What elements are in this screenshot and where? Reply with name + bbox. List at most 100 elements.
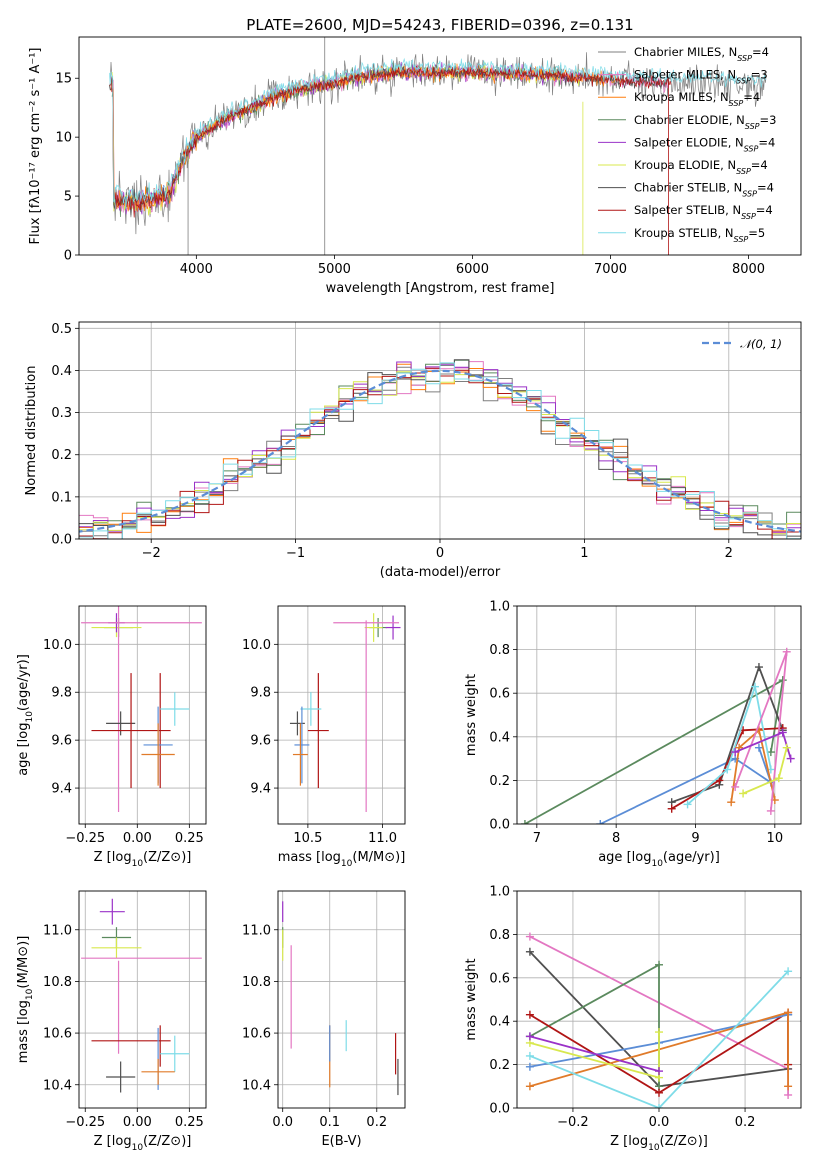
legend-count: =4 xyxy=(751,158,768,172)
x-tick-label: 1 xyxy=(580,546,588,561)
y-axis-label: Flux [fλ10⁻¹⁷ erg cm⁻² s⁻¹ A⁻¹] xyxy=(28,48,43,245)
label-part: (M/M⊙)] xyxy=(16,936,31,989)
x-tick-label: 11.0 xyxy=(368,831,397,846)
label-sub: 10 xyxy=(25,988,35,1000)
y-tick-label: 10.8 xyxy=(43,975,72,990)
y-tick-label: 10.4 xyxy=(242,1078,271,1093)
legend-count: =3 xyxy=(751,68,768,82)
axes-frame xyxy=(78,890,207,1109)
x-axis-label: (data-model)/error xyxy=(380,565,501,580)
legend-entry: Chabrier MILES, NSSP=4 xyxy=(634,45,769,63)
x-axis-label: E(B-V) xyxy=(321,1134,361,1149)
y-tick-label: 9.6 xyxy=(250,734,271,749)
y-axis-label: age [log10(age/yr)] xyxy=(16,654,35,776)
x-tick-label: 0.1 xyxy=(319,1115,340,1130)
axes-frame xyxy=(78,36,802,256)
x-tick-label: 7000 xyxy=(594,262,627,277)
weight-marker xyxy=(723,765,732,774)
x-tick-label: 2 xyxy=(725,546,733,561)
axes-frame xyxy=(277,890,406,1109)
x-axis-label: mass [log10(M/M⊙)] xyxy=(278,850,406,869)
y-tick-label: 0.0 xyxy=(489,818,510,833)
legend-count: =4 xyxy=(757,181,774,195)
errorbar-point xyxy=(307,673,329,789)
label-part: log xyxy=(112,850,132,865)
x-tick-label: 6000 xyxy=(456,262,489,277)
label-part: log xyxy=(16,723,31,743)
y-tick-label: 15 xyxy=(55,72,72,87)
x-tick-label: 8000 xyxy=(732,262,765,277)
label-part: Z [ xyxy=(94,1134,112,1149)
legend-sub: SSP xyxy=(742,189,757,198)
panel-weight_vs_Z: −0.2 0.0 0.2 0.0 0.2 0.4 0.6 0.8 1.0 Z [log10(Z/Z… xyxy=(464,885,802,1153)
errorbar-point xyxy=(141,1058,175,1085)
legend-entry: Kroupa STELIB, NSSP=5 xyxy=(634,226,765,244)
y-tick-label: 0.8 xyxy=(489,928,510,943)
legend-entry: Kroupa MILES, NSSP=4 xyxy=(634,90,760,108)
x-tick-label: 0 xyxy=(436,546,444,561)
label-part: log xyxy=(628,1134,648,1149)
x-tick-label: 0.0 xyxy=(272,1115,293,1130)
panel-mass_vs_EBV: 0.0 0.1 0.2 10.4 10.6 10.8 11.0 E(B-V) xyxy=(242,890,406,1149)
legend-text: Kroupa STELIB, N xyxy=(634,226,734,240)
errorbar-point xyxy=(141,723,175,786)
legend-sub: SSP xyxy=(736,76,751,85)
y-tick-label: 10.0 xyxy=(242,638,271,653)
panel-residuals: −2 −1 0 1 2 0.0 0.1 0.2 0.3 0.4 0.5 (data-model)/er… xyxy=(24,321,802,580)
panel-spectrum: 4000 5000 6000 7000 8000 0 5 10 15 wavelength [An… xyxy=(28,36,802,296)
label-part: (M/M⊙)] xyxy=(352,850,405,865)
x-tick-label: 0.25 xyxy=(175,1115,204,1130)
errorbar-point xyxy=(91,937,142,959)
legend-sub: SSP xyxy=(741,212,756,221)
y-tick-label: 10.4 xyxy=(43,1078,72,1093)
y-axis-label: mass weight xyxy=(464,674,479,756)
weight-marker xyxy=(784,967,793,976)
weight-marker xyxy=(525,1010,534,1019)
weight-marker xyxy=(667,804,676,813)
x-tick-label: 0.2 xyxy=(735,1115,756,1130)
weight-marker xyxy=(782,743,791,752)
label-part: log xyxy=(632,850,652,865)
legend-sub: SSP xyxy=(745,121,760,130)
weight-marker xyxy=(525,1082,534,1091)
data-layer xyxy=(109,37,767,255)
errorbar-point xyxy=(160,1035,190,1072)
figure-title: PLATE=2600, MJD=54243, FIBERID=0396, z=0… xyxy=(246,16,633,34)
weight-marker xyxy=(786,754,795,763)
errorbar-point xyxy=(294,706,310,784)
label-sub: 10 xyxy=(648,1143,660,1153)
weight-marker xyxy=(778,728,787,737)
weight-marker xyxy=(731,748,740,757)
data-layer xyxy=(525,932,793,1108)
weight-marker xyxy=(782,647,791,656)
label-part: mass [ xyxy=(278,850,321,865)
errorbar-point xyxy=(364,613,383,642)
y-tick-label: 0.6 xyxy=(489,687,510,702)
legend-entry: Salpeter ELODIE, NSSP=4 xyxy=(634,135,775,153)
weight-marker xyxy=(754,663,763,672)
legend-text: Salpeter ELODIE, N xyxy=(634,135,744,149)
legend-entry: Kroupa ELODIE, NSSP=4 xyxy=(634,158,768,176)
y-tick-label: 0.3 xyxy=(51,406,72,421)
y-tick-label: 0.2 xyxy=(489,1058,510,1073)
label-part: (Z/Z⊙)] xyxy=(143,1134,191,1149)
weight-marker xyxy=(784,1008,793,1017)
legend-text: Salpeter STELIB, N xyxy=(634,203,741,217)
data-layer xyxy=(81,606,202,813)
weight-marker xyxy=(525,932,534,941)
normal-curve xyxy=(79,369,801,533)
plot-area xyxy=(79,891,206,1108)
x-tick-label: −1 xyxy=(286,546,305,561)
errorbar-point xyxy=(99,898,125,925)
legend-count: =4 xyxy=(758,135,775,149)
histogram-kroupa-stelib xyxy=(79,362,801,539)
weight-marker xyxy=(525,1051,534,1060)
axes-frame xyxy=(78,605,207,825)
grid xyxy=(79,891,206,1108)
weight-marker xyxy=(766,806,775,815)
data-layer xyxy=(520,647,795,824)
x-tick-label: 0.00 xyxy=(123,1115,152,1130)
y-tick-label: 0.2 xyxy=(489,774,510,789)
